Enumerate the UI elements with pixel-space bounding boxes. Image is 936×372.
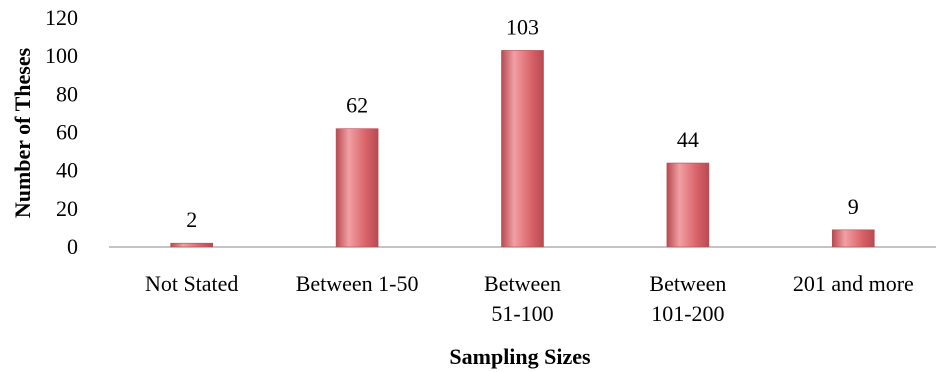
y-axis-ticks: 0 20 40 60 80 100 120 <box>45 5 78 259</box>
y-tick-label: 120 <box>45 5 78 30</box>
bar <box>501 50 544 248</box>
bar <box>170 242 213 248</box>
y-tick-label: 100 <box>45 43 78 68</box>
y-tick-label: 20 <box>56 196 78 221</box>
y-axis-title: Number of Theses <box>10 47 35 218</box>
x-category-label: 101-200 <box>651 301 724 326</box>
y-tick-label: 0 <box>67 234 78 259</box>
x-category-label: Between <box>649 271 726 296</box>
data-label: 103 <box>506 14 539 39</box>
data-labels: 2 62 103 44 9 <box>186 14 859 232</box>
x-category-label: 201 and more <box>793 271 914 296</box>
x-category-label: Between 1-50 <box>296 271 419 296</box>
y-tick-label: 60 <box>56 120 78 145</box>
y-tick-label: 80 <box>56 81 78 106</box>
x-category-label: 51-100 <box>491 301 553 326</box>
x-axis-title: Sampling Sizes <box>449 344 591 369</box>
data-label: 62 <box>346 93 368 118</box>
data-label: 2 <box>186 207 197 232</box>
data-label: 44 <box>677 127 699 152</box>
data-label: 9 <box>848 194 859 219</box>
y-tick-label: 40 <box>56 158 78 183</box>
bar <box>666 162 710 248</box>
x-category-label: Between <box>484 271 561 296</box>
bars <box>170 50 875 248</box>
x-axis-categories: Not Stated Between 1-50 Between 51-100 Betwe… <box>145 271 914 326</box>
bar <box>831 229 875 248</box>
bar <box>335 128 379 248</box>
x-category-label: Not Stated <box>145 271 239 296</box>
